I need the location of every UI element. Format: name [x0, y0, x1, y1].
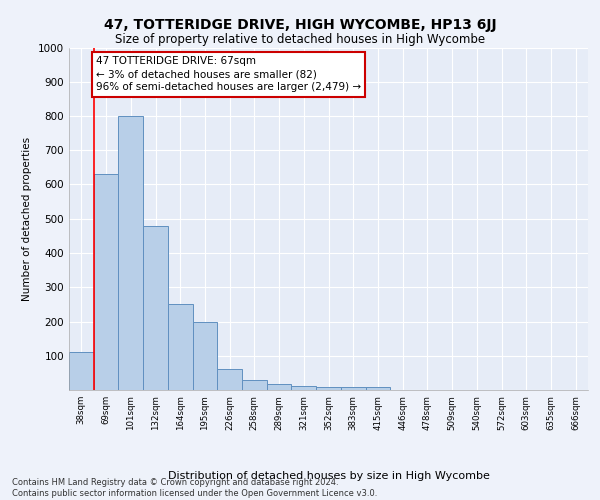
Bar: [143, 226, 168, 390]
Bar: [292, 386, 316, 390]
Bar: [316, 386, 341, 390]
Bar: [168, 304, 193, 390]
Text: 47 TOTTERIDGE DRIVE: 67sqm
← 3% of detached houses are smaller (82)
96% of semi-: 47 TOTTERIDGE DRIVE: 67sqm ← 3% of detac…: [95, 56, 361, 92]
X-axis label: Distribution of detached houses by size in High Wycombe: Distribution of detached houses by size …: [167, 472, 490, 482]
Bar: [267, 384, 292, 390]
Y-axis label: Number of detached properties: Number of detached properties: [22, 136, 32, 301]
Bar: [118, 116, 143, 390]
Text: Contains HM Land Registry data © Crown copyright and database right 2024.
Contai: Contains HM Land Registry data © Crown c…: [12, 478, 377, 498]
Bar: [193, 322, 217, 390]
Bar: [242, 380, 267, 390]
Bar: [69, 352, 94, 390]
Text: 47, TOTTERIDGE DRIVE, HIGH WYCOMBE, HP13 6JJ: 47, TOTTERIDGE DRIVE, HIGH WYCOMBE, HP13…: [104, 18, 496, 32]
Bar: [365, 386, 390, 390]
Bar: [217, 370, 242, 390]
Text: Size of property relative to detached houses in High Wycombe: Size of property relative to detached ho…: [115, 32, 485, 46]
Bar: [94, 174, 118, 390]
Bar: [341, 386, 365, 390]
